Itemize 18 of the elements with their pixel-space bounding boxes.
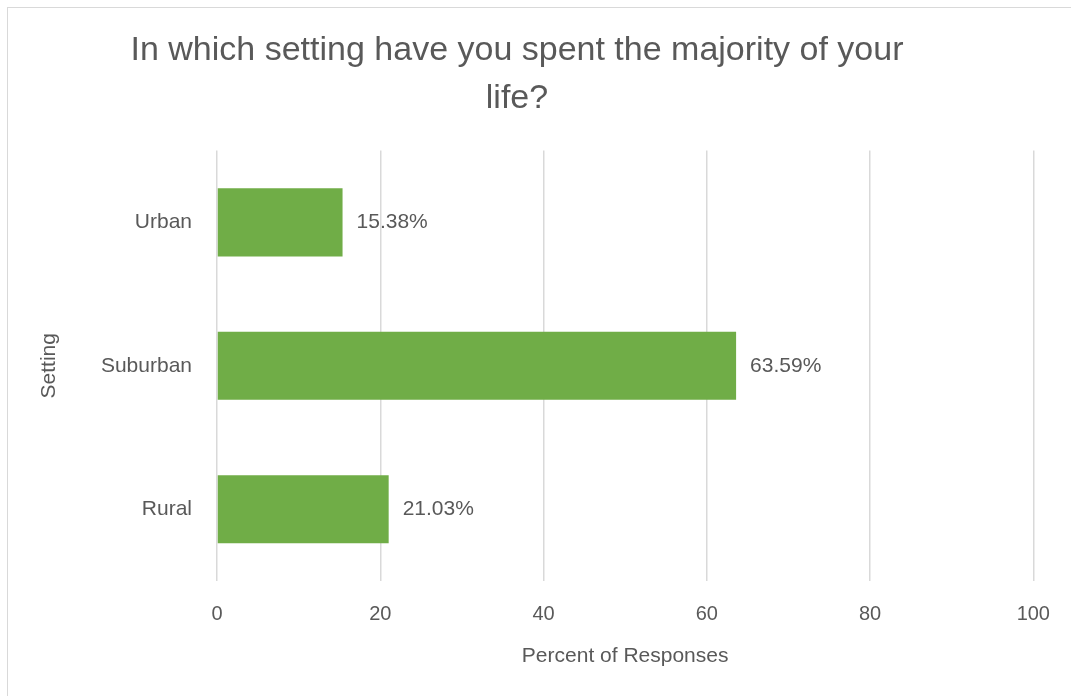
bar xyxy=(217,475,389,544)
x-tick-label: 80 xyxy=(858,601,882,624)
x-tick-label: 0 xyxy=(211,601,223,624)
x-tick-label: 60 xyxy=(695,601,718,624)
x-axis-title: Percent of Responses xyxy=(521,643,729,667)
x-tick-label: 20 xyxy=(369,601,392,624)
x-tick-label: 40 xyxy=(532,601,555,624)
data-label: 21.03% xyxy=(402,496,474,520)
chart-title: In which setting have you spent the majority of your life? xyxy=(130,28,904,115)
bar xyxy=(217,331,737,400)
data-label: 63.59% xyxy=(750,352,822,376)
bar xyxy=(217,188,343,257)
y-tick-label: Rural xyxy=(141,496,192,520)
y-tick-label: Suburban xyxy=(100,352,192,376)
y-axis-title: Setting xyxy=(36,333,60,399)
x-tick-label: 100 xyxy=(1016,601,1050,624)
y-tick-label: Urban xyxy=(134,209,192,233)
data-label: 15.38% xyxy=(356,209,428,233)
